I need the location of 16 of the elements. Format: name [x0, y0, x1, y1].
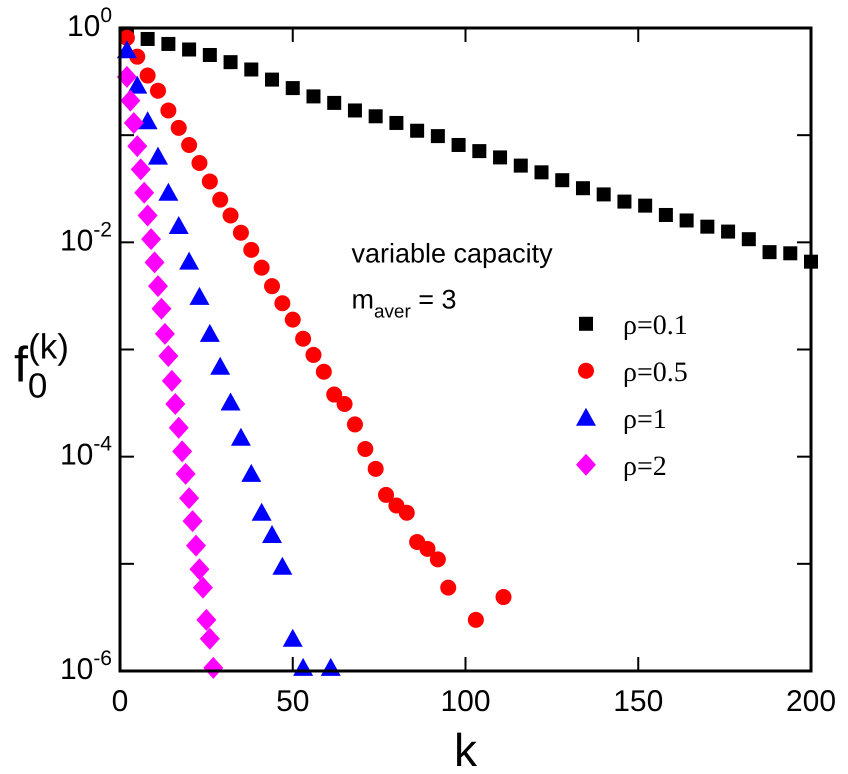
- y-tick-label: 10$^{-4}$: [60, 433, 112, 472]
- x-tick-label: 0: [112, 685, 128, 718]
- annotation: m$_{aver}$ = 3: [351, 284, 457, 322]
- legend-label: ρ=0.5: [623, 356, 688, 388]
- y-tick-label: 10$^{0}$: [66, 4, 112, 43]
- legend-label: ρ=0.1: [623, 310, 688, 341]
- x-tick-label: 100: [440, 685, 491, 718]
- x-tick-label: 200: [786, 685, 836, 718]
- x-axis-title: k: [454, 724, 478, 774]
- x-tick-label: 150: [613, 685, 664, 718]
- legend-label: ρ=2: [623, 450, 667, 482]
- annotation: variable capacity: [351, 238, 554, 269]
- y-tick-label: 10$^{-2}$: [60, 218, 112, 258]
- legend-label: ρ=1: [623, 404, 667, 435]
- y-tick-label: 10$^{-6}$: [60, 647, 112, 686]
- x-tick-label: 50: [276, 685, 310, 718]
